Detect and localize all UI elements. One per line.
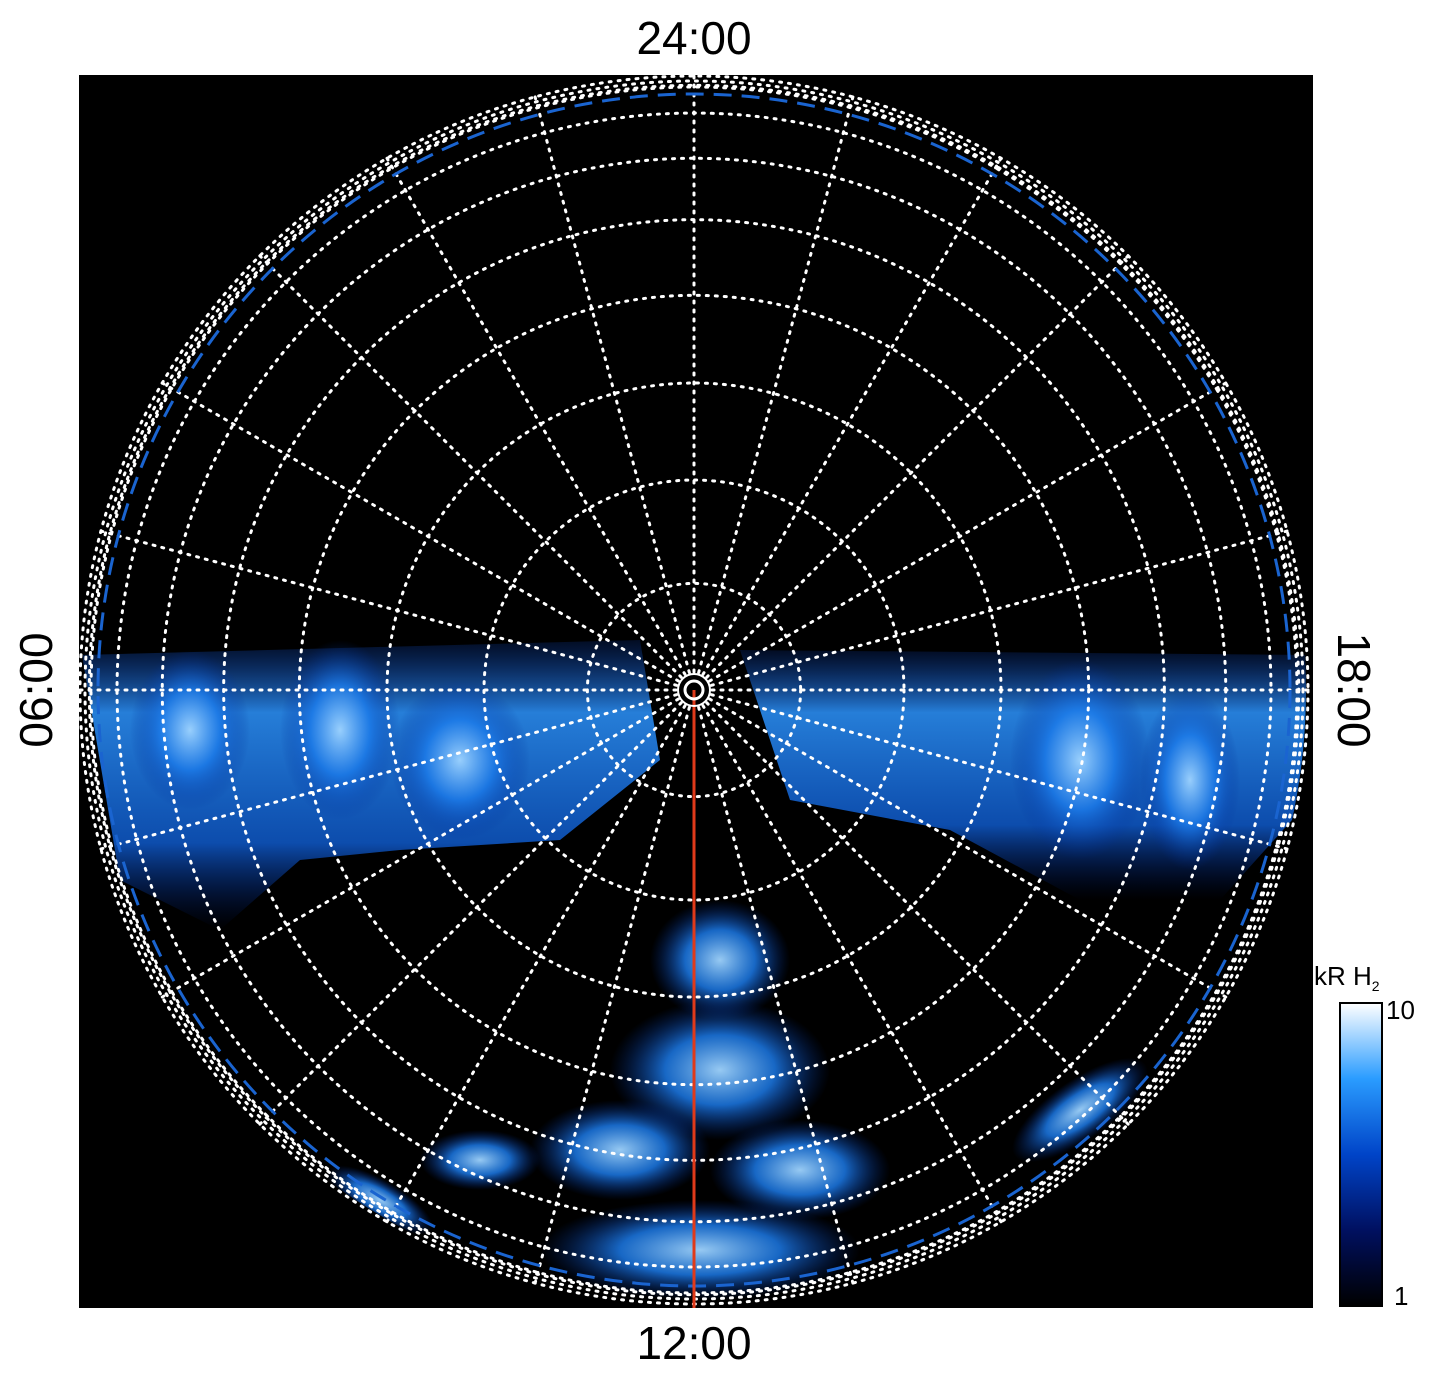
meridian [701,156,1003,676]
colorbar-tick: 1 [1394,1281,1408,1311]
meridian [697,95,855,675]
meridian [697,705,855,1285]
meridian [701,704,1003,1224]
colorbar-label: kR H2 [1314,961,1380,994]
meridian [709,693,1289,851]
meridian [708,381,1228,683]
colorbar-label-subscript: 2 [1372,978,1380,994]
colorbar-tick: 10 [1386,995,1415,1025]
emission [82,640,1306,1300]
meridian [705,254,1130,679]
label-top: 24:00 [636,12,751,64]
meridian [160,697,680,999]
meridian [708,697,1228,999]
meridian [709,529,1289,687]
meridian [99,529,679,687]
colorbar-label-text: kR H [1314,961,1372,991]
pole-marker [683,679,705,701]
pole-ring [677,673,711,707]
label-bottom: 12:00 [636,1317,751,1369]
meridian [533,95,691,675]
label-left: 06:00 [10,632,62,747]
meridian [385,156,687,676]
meridian [705,701,1130,1126]
meridian [99,693,679,851]
meridian [258,254,683,679]
meridian [533,705,691,1285]
meridian [258,701,683,1126]
label-right: 18:00 [1328,632,1380,747]
colorbar [1339,1002,1383,1307]
meridian [160,381,680,683]
meridian [385,704,687,1224]
